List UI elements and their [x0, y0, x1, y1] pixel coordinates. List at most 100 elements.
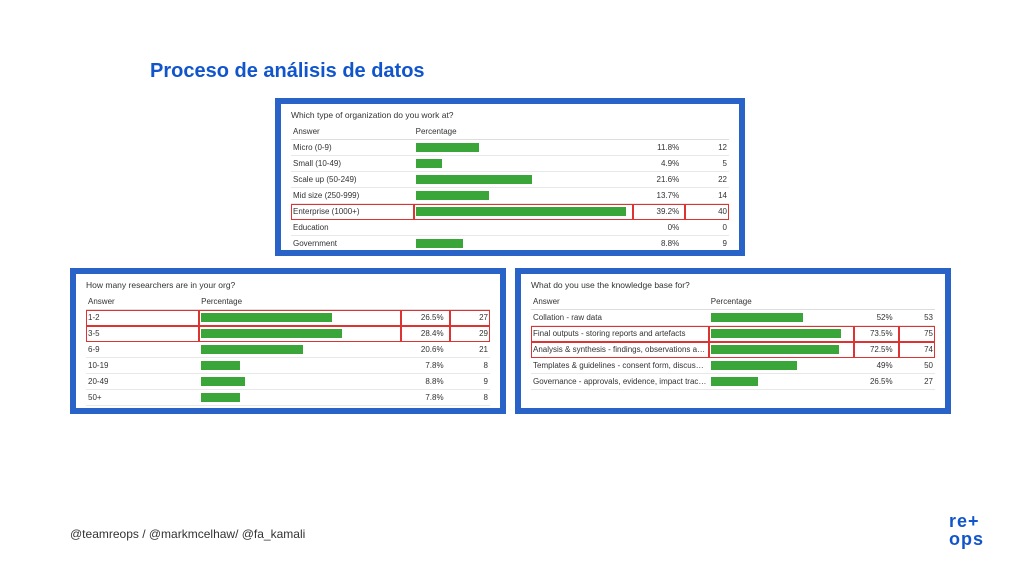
bar [201, 329, 342, 338]
card3-table: AnswerPercentageCollation - raw data52%5… [531, 294, 935, 390]
row-pct: 0% [633, 220, 686, 236]
row-count: 50 [899, 358, 935, 374]
card3-card: What do you use the knowledge base for? A… [515, 268, 951, 414]
row-pct: 73.5% [854, 326, 898, 342]
card2-card: How many researchers are in your org? Ans… [70, 268, 506, 414]
row-label: Templates & guidelines - consent form, d… [531, 358, 709, 374]
bar [416, 239, 463, 248]
row-bar-cell [199, 390, 401, 406]
card2-question: How many researchers are in your org? [86, 280, 490, 290]
col-percentage: Percentage [709, 294, 935, 310]
row-bar-cell [709, 358, 854, 374]
table-row: 50+7.8%8 [86, 390, 490, 406]
col-answer: Answer [291, 124, 414, 140]
logo-line2: ops [949, 529, 984, 549]
table-row: Education0%0 [291, 220, 729, 236]
bar [711, 329, 841, 338]
bar [416, 207, 627, 216]
row-count: 74 [899, 342, 935, 358]
table-row: Final outputs - storing reports and arte… [531, 326, 935, 342]
col-percentage: Percentage [414, 124, 729, 140]
row-label: Analysis & synthesis - findings, observa… [531, 342, 709, 358]
row-pct: 49% [854, 358, 898, 374]
row-bar-cell [199, 326, 401, 342]
row-count: 40 [685, 204, 729, 220]
row-bar-cell [709, 342, 854, 358]
bar [201, 393, 240, 402]
row-bar-cell [709, 374, 854, 390]
row-label: Education [291, 220, 414, 236]
row-bar-cell [414, 204, 633, 220]
card1-card: Which type of organization do you work a… [275, 98, 745, 256]
row-count: 53 [899, 310, 935, 326]
row-count: 27 [899, 374, 935, 390]
table-row: Collation - raw data52%53 [531, 310, 935, 326]
bar [416, 191, 490, 200]
bar [416, 143, 479, 152]
col-answer: Answer [531, 294, 709, 310]
row-label: Governance - approvals, evidence, impact… [531, 374, 709, 390]
row-label: Government [291, 236, 414, 251]
bar [416, 159, 442, 168]
row-bar-cell [414, 172, 633, 188]
table-row: Small (10-49) 4.9%5 [291, 156, 729, 172]
bar [711, 361, 798, 370]
card1-table: AnswerPercentageMicro (0-9)11.8%12Small … [291, 124, 729, 250]
row-pct: 39.2% [633, 204, 686, 220]
row-count: 22 [685, 172, 729, 188]
col-answer: Answer [86, 294, 199, 310]
row-pct: 4.9% [633, 156, 686, 172]
row-count: 9 [450, 374, 490, 390]
row-label: Mid size (250-999) [291, 188, 414, 204]
row-bar-cell [414, 220, 633, 236]
row-bar-cell [414, 236, 633, 251]
footer-handles: @teamreops / @markmcelhaw/ @fa_kamali [70, 527, 305, 541]
row-pct: 72.5% [854, 342, 898, 358]
table-row: 6-9 20.6%21 [86, 342, 490, 358]
row-count: 27 [450, 310, 490, 326]
card3-question: What do you use the knowledge base for? [531, 280, 935, 290]
row-count: 5 [685, 156, 729, 172]
row-label: Small (10-49) [291, 156, 414, 172]
table-row: 10-197.8%8 [86, 358, 490, 374]
row-pct: 8.8% [633, 236, 686, 251]
slide: Proceso de análisis de datos Which type … [0, 0, 1024, 576]
bar [201, 313, 332, 322]
table-row: Government 8.8%9 [291, 236, 729, 251]
table-row: Analysis & synthesis - findings, observa… [531, 342, 935, 358]
row-pct: 21.6% [633, 172, 686, 188]
row-label: Final outputs - storing reports and arte… [531, 326, 709, 342]
row-pct: 26.5% [401, 310, 449, 326]
card1-question: Which type of organization do you work a… [291, 110, 729, 120]
row-label: 6-9 [86, 342, 199, 358]
row-bar-cell [414, 156, 633, 172]
row-count: 9 [685, 236, 729, 251]
bar [711, 377, 758, 386]
table-row: 1-2 26.5%27 [86, 310, 490, 326]
table-row: 20-498.8%9 [86, 374, 490, 390]
row-label: 20-49 [86, 374, 199, 390]
table-row: Micro (0-9)11.8%12 [291, 140, 729, 156]
page-title: Proceso de análisis de datos [150, 60, 425, 83]
row-label: 1-2 [86, 310, 199, 326]
row-bar-cell [199, 374, 401, 390]
row-label: Micro (0-9) [291, 140, 414, 156]
table-row: 3-528.4%29 [86, 326, 490, 342]
row-pct: 20.6% [401, 342, 449, 358]
row-count: 14 [685, 188, 729, 204]
row-pct: 7.8% [401, 358, 449, 374]
row-bar-cell [414, 140, 633, 156]
row-count: 75 [899, 326, 935, 342]
row-label: Collation - raw data [531, 310, 709, 326]
card1-inner: Which type of organization do you work a… [281, 104, 739, 250]
row-pct: 28.4% [401, 326, 449, 342]
row-count: 21 [450, 342, 490, 358]
row-count: 29 [450, 326, 490, 342]
logo-line1: re+ [949, 511, 980, 531]
table-row: Mid size (250-999)13.7%14 [291, 188, 729, 204]
row-label: Enterprise (1000+) [291, 204, 414, 220]
table-row: Governance - approvals, evidence, impact… [531, 374, 935, 390]
row-label: Scale up (50-249) [291, 172, 414, 188]
table-row: Enterprise (1000+) 39.2%40 [291, 204, 729, 220]
row-bar-cell [199, 342, 401, 358]
